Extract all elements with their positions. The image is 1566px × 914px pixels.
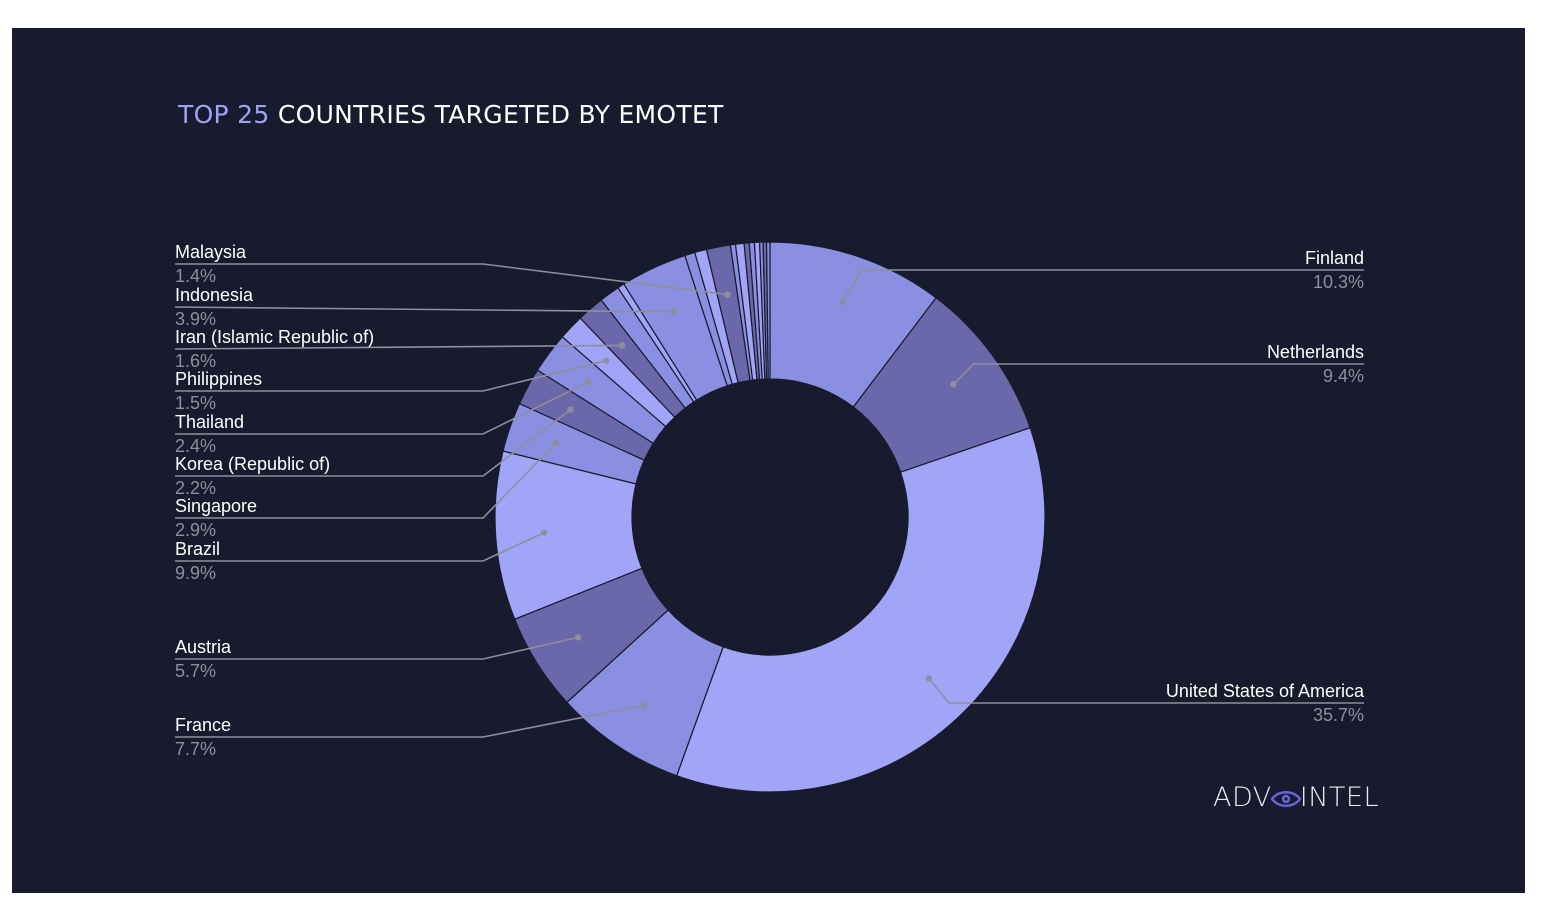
slice-label-name: Indonesia xyxy=(175,285,254,305)
title-text: COUNTRIES TARGETED BY EMOTET xyxy=(277,100,724,129)
logo-text-left: ADV xyxy=(1213,781,1272,813)
slice-label-value: 35.7% xyxy=(1313,705,1364,725)
leader-lines xyxy=(174,263,1364,738)
slice-label-name: Finland xyxy=(1305,248,1364,268)
logo-text-right: INTEL xyxy=(1299,781,1380,813)
slice-label-name: Brazil xyxy=(175,539,220,559)
slice-label-value: 9.4% xyxy=(1323,366,1364,386)
slice-label-value: 2.9% xyxy=(175,520,216,540)
slice-label-name: Malaysia xyxy=(175,242,247,262)
donut-slices xyxy=(494,241,1046,793)
donut-slice-unlabeled-24 xyxy=(765,241,771,380)
slice-label-name: Austria xyxy=(175,637,232,657)
leader-line xyxy=(175,704,645,738)
leader-line xyxy=(175,442,557,519)
advintel-logo: ADV INTEL xyxy=(1213,780,1379,814)
leader-line xyxy=(175,408,572,477)
title-highlight: TOP 25 xyxy=(178,100,270,129)
leader-line xyxy=(841,269,1364,303)
chart-title: TOP 25 COUNTRIES TARGETED BY EMOTET xyxy=(178,100,724,129)
slice-label-value: 1.6% xyxy=(175,351,216,371)
leader-line xyxy=(928,677,1364,704)
slice-labels: Finland 10.3% Netherlands 9.4% United States… xyxy=(175,242,1365,759)
slice-label-name: United States of America xyxy=(1166,681,1365,701)
slice-label-value: 2.2% xyxy=(175,478,216,498)
leader-line xyxy=(174,306,675,313)
eye-icon xyxy=(1270,786,1302,808)
slice-label-value: 2.4% xyxy=(175,436,216,456)
slice-label-name: Netherlands xyxy=(1267,342,1364,362)
slice-label-value: 1.5% xyxy=(175,393,216,413)
slice-label-name: Korea (Republic of) xyxy=(175,454,330,474)
leader-line xyxy=(952,363,1364,385)
slice-label-name: Thailand xyxy=(175,412,244,432)
slice-label-name: Iran (Islamic Republic of) xyxy=(175,327,374,347)
leader-line xyxy=(174,344,623,350)
donut-slice-united-states-of-america xyxy=(675,426,1046,793)
slice-label-value: 9.9% xyxy=(175,563,216,583)
leader-line xyxy=(175,263,728,296)
slice-label-value: 5.7% xyxy=(175,661,216,681)
slice-label-value: 3.9% xyxy=(175,309,216,329)
leader-line xyxy=(175,531,545,562)
slice-label-value: 7.7% xyxy=(175,739,216,759)
slice-label-name: France xyxy=(175,715,231,735)
slice-label-value: 1.4% xyxy=(175,266,216,286)
leader-line xyxy=(175,359,607,392)
slice-label-name: Singapore xyxy=(175,496,257,516)
slice-label-value: 10.3% xyxy=(1313,272,1364,292)
leader-line xyxy=(175,636,579,660)
leader-line xyxy=(175,381,589,435)
slice-label-name: Philippines xyxy=(175,369,262,389)
